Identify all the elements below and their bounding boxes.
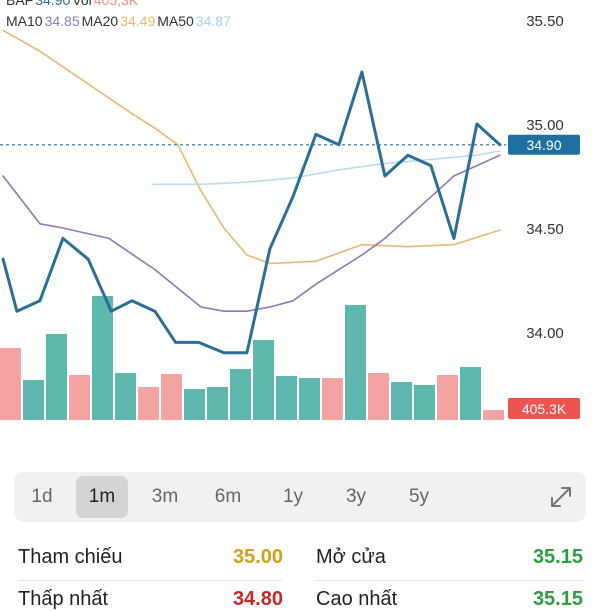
current-volume-badge (508, 398, 580, 419)
range-tab-3m[interactable]: 3m (151, 486, 179, 507)
range-tab-1y[interactable]: 1y (282, 486, 304, 507)
volume-bar (368, 373, 389, 420)
volume-bar (322, 378, 343, 420)
ma-legend-item-3: 34.49 (120, 13, 156, 29)
volume-bar (184, 389, 205, 420)
price-line (1, 70, 502, 355)
volume-bar (69, 375, 90, 420)
legend-item-1: 34.90 (35, 0, 71, 8)
current-volume-label: 405.3K (522, 401, 567, 417)
legend-item-0: BAF (6, 0, 34, 8)
ma-legend-item-4: MA50 (157, 13, 194, 29)
current-price-label: 34.90 (526, 137, 561, 153)
volume-bar (138, 387, 159, 420)
ma-legend-item-0: MA10 (6, 13, 43, 29)
volume-bar (483, 410, 504, 420)
ma20-line (2, 29, 501, 265)
volume-bar (207, 387, 228, 420)
price-line-layer (0, 70, 506, 355)
moving-average-legend: MA10 34.85 MA20 34.49 MA50 34.87 (6, 13, 233, 29)
y-tick-label: 35.00 (526, 117, 564, 134)
legend-item-2: Vol (72, 0, 92, 8)
price-volume-legend: BAF 34.90 Vol 405,3K (6, 0, 140, 8)
volume-bar (299, 378, 320, 420)
ma10-line (2, 154, 501, 313)
reference-label: Tham chiếu (18, 546, 123, 568)
volume-bar (253, 340, 274, 420)
volume-bar (92, 296, 113, 420)
volume-bar (161, 374, 182, 420)
ma-legend-item-5: 34.87 (195, 13, 231, 29)
range-tab-5y[interactable]: 5y (408, 486, 430, 507)
open-value: 35.15 (532, 546, 583, 568)
volume-bar (23, 380, 44, 420)
y-tick-label: 34.00 (526, 325, 564, 342)
volume-bar (115, 373, 136, 420)
volume-bar (437, 375, 458, 420)
volume-bar (46, 334, 67, 420)
y-tick-label: 35.50 (526, 13, 564, 30)
ma50-line (151, 150, 501, 186)
time-range-selector: 1d 1m 3m 6m 1y 3y 5y (14, 472, 586, 522)
stats-divider (18, 580, 283, 581)
stats-divider (316, 580, 583, 581)
current-price-badge (508, 134, 580, 155)
ma-legend-item-2: MA20 (81, 13, 119, 29)
range-tab-3y[interactable]: 3y (345, 486, 367, 507)
volume-bar (0, 348, 21, 420)
reference-value: 35.00 (232, 546, 283, 568)
y-tick-label: 34.50 (526, 221, 564, 238)
volume-bar (391, 382, 412, 420)
legend-item-3: 405,3K (93, 0, 139, 8)
volume-bar (230, 369, 251, 420)
volume-bar (276, 376, 297, 420)
moving-averages (2, 29, 501, 313)
ma-legend-item-1: 34.85 (44, 13, 80, 29)
open-label: Mở cửa (316, 546, 386, 568)
volume-bars (0, 296, 504, 420)
volume-bar (460, 367, 481, 420)
range-tab-1d[interactable]: 1d (31, 486, 53, 507)
volume-bar (414, 385, 435, 420)
expand-icon[interactable] (548, 484, 574, 510)
range-tab-6m[interactable]: 6m (214, 486, 242, 507)
range-tab-1m[interactable]: 1m (76, 476, 128, 518)
volume-bar (345, 305, 366, 420)
